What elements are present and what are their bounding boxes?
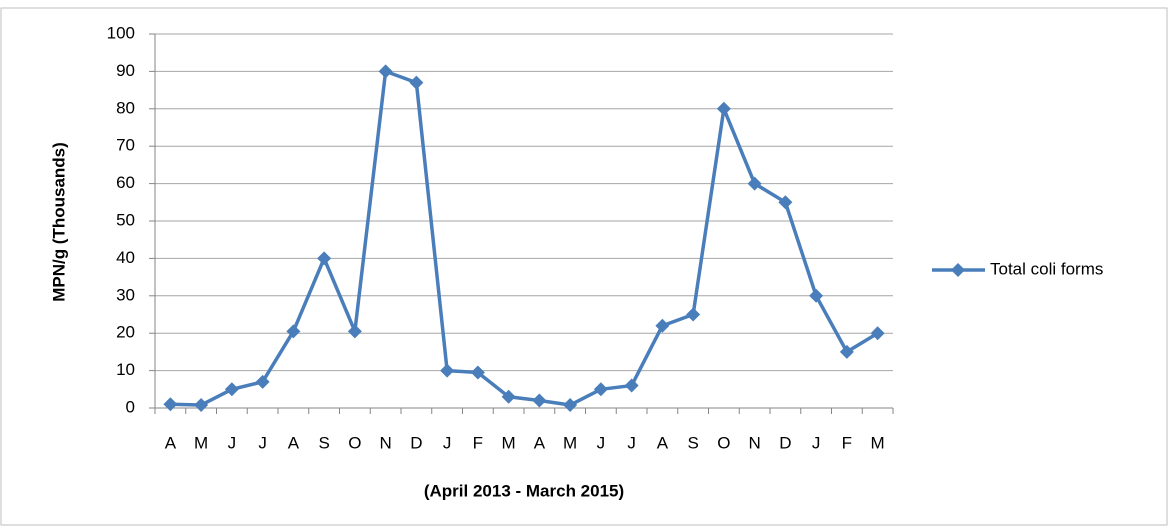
data-point — [593, 382, 608, 397]
y-tick-label: 100 — [107, 23, 135, 42]
x-tick-label: J — [597, 433, 606, 452]
x-tick-label: M — [502, 433, 516, 452]
data-point — [655, 318, 670, 333]
y-tick-label: 10 — [116, 360, 135, 379]
data-point — [716, 101, 731, 116]
data-point — [163, 397, 178, 412]
x-tick-label: M — [871, 433, 885, 452]
x-tick-label: A — [657, 433, 669, 452]
x-tick-label: M — [194, 433, 208, 452]
x-tick-label: A — [288, 433, 300, 452]
y-tick-label: 60 — [116, 173, 135, 192]
y-tick-label: 40 — [116, 248, 135, 267]
x-tick-label: J — [258, 433, 267, 452]
data-point — [378, 64, 393, 79]
data-point — [532, 393, 547, 408]
legend-marker — [951, 263, 965, 277]
x-axis-label: (April 2013 - March 2015) — [424, 481, 624, 500]
data-point — [317, 251, 332, 266]
y-axis-label: MPN/g (Thousands) — [49, 142, 68, 302]
y-tick-label: 0 — [126, 397, 135, 416]
x-tick-label: M — [563, 433, 577, 452]
x-tick-label: A — [534, 433, 546, 452]
x-tick-label: J — [627, 433, 636, 452]
data-point — [286, 324, 301, 339]
data-point — [809, 288, 824, 303]
data-line — [170, 69, 879, 407]
y-tick-label: 20 — [116, 323, 135, 342]
data-point — [347, 324, 362, 339]
x-tick-label: A — [165, 433, 177, 452]
y-tick-label: 30 — [116, 285, 135, 304]
data-point — [686, 307, 701, 322]
data-point — [839, 344, 854, 359]
x-tick-label: N — [379, 433, 391, 452]
data-point — [747, 176, 762, 191]
data-point — [870, 326, 885, 341]
x-tick-label: N — [748, 433, 760, 452]
data-point — [409, 75, 424, 90]
data-point — [624, 378, 639, 393]
x-tick-label: O — [348, 433, 361, 452]
x-tick-label: S — [687, 433, 698, 452]
data-point — [224, 382, 239, 397]
data-point — [470, 365, 485, 380]
x-tick-label: S — [318, 433, 329, 452]
data-point — [440, 363, 455, 378]
data-point — [563, 398, 578, 413]
x-tick-label: J — [443, 433, 452, 452]
x-tick-label: D — [410, 433, 422, 452]
legend-label: Total coli forms — [990, 259, 1103, 278]
y-tick-label: 90 — [116, 61, 135, 80]
data-point — [778, 195, 793, 210]
y-tick-label: 80 — [116, 98, 135, 117]
x-tick-label: O — [717, 433, 730, 452]
y-tick-label: 50 — [116, 210, 135, 229]
x-tick-label: J — [812, 433, 821, 452]
y-tick-label: 70 — [116, 136, 135, 155]
data-point — [255, 374, 270, 389]
data-point — [501, 389, 516, 404]
chart-frame — [0, 7, 1168, 526]
data-point — [194, 398, 209, 413]
x-tick-label: J — [228, 433, 237, 452]
x-tick-label: F — [842, 433, 852, 452]
x-tick-label: D — [779, 433, 791, 452]
x-tick-label: F — [473, 433, 483, 452]
